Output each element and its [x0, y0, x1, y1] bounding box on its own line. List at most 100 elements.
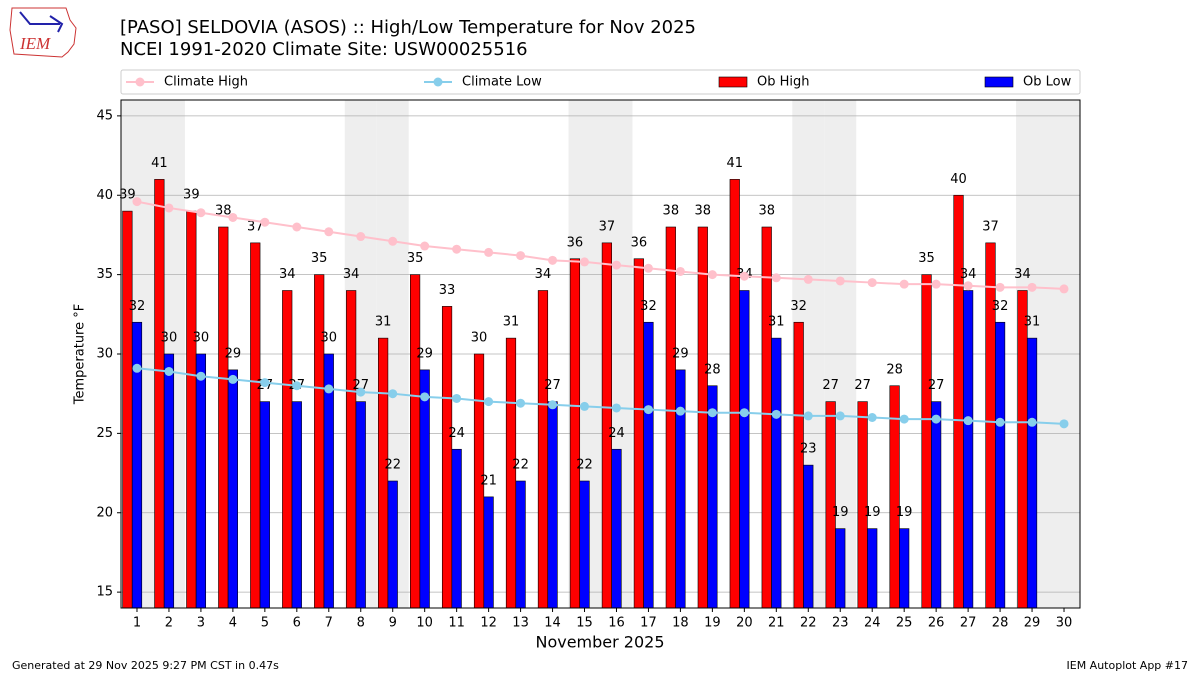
line-marker [611, 260, 621, 270]
bar [994, 321, 1006, 609]
line-marker [771, 273, 781, 283]
data-label: 22 [384, 458, 401, 473]
line-marker [548, 400, 558, 410]
line-marker [388, 236, 398, 246]
bar [611, 448, 622, 609]
data-label: 19 [896, 505, 913, 520]
line-marker [611, 403, 621, 413]
x-tick-label: 24 [864, 616, 881, 631]
line-marker [707, 408, 717, 418]
data-label: 33 [439, 283, 456, 298]
bar [505, 337, 517, 609]
data-label: 27 [854, 378, 871, 393]
x-tick-label: 5 [261, 616, 269, 631]
x-tick-label: 4 [229, 616, 237, 631]
data-label: 31 [1024, 315, 1041, 330]
data-label: 27 [928, 378, 945, 393]
x-tick-label: 7 [325, 616, 333, 631]
logo-text: IEM [19, 34, 51, 53]
data-label: 38 [695, 204, 712, 219]
data-label: 38 [758, 204, 775, 219]
data-label: 32 [640, 299, 657, 314]
line-marker [835, 411, 845, 421]
x-tick-label: 28 [992, 616, 1009, 631]
line-marker [835, 276, 845, 286]
data-label: 21 [480, 473, 497, 488]
bar [793, 321, 804, 609]
data-label: 40 [950, 172, 967, 187]
data-label: 27 [544, 378, 561, 393]
x-tick-label: 22 [800, 616, 817, 631]
line-marker [356, 387, 366, 397]
line-marker [132, 197, 142, 207]
data-label: 37 [599, 219, 616, 234]
x-tick-label: 14 [544, 616, 561, 631]
data-label: 28 [886, 362, 903, 377]
x-tick-label: 29 [1024, 616, 1041, 631]
line-marker [292, 222, 302, 232]
legend-swatch [135, 77, 145, 87]
bar [483, 496, 494, 609]
y-tick-label: 20 [96, 505, 113, 520]
y-axis-label: Temperature °F [73, 304, 88, 405]
bar [259, 401, 270, 609]
data-label: 29 [225, 346, 242, 361]
line-marker [164, 366, 174, 376]
bar [985, 242, 996, 609]
bar [291, 401, 302, 609]
bar [250, 242, 261, 609]
x-tick-label: 1 [133, 616, 141, 631]
line-marker [803, 411, 813, 421]
line-marker [324, 227, 334, 237]
line [136, 367, 1065, 425]
bar [409, 274, 421, 609]
y-tick-label: 45 [96, 108, 113, 123]
bar [227, 369, 238, 609]
bar [419, 369, 430, 609]
line-marker [931, 414, 941, 424]
line-marker [995, 282, 1005, 292]
data-label: 19 [832, 505, 849, 520]
data-label: 36 [631, 235, 648, 250]
line-marker [484, 397, 494, 407]
line-marker [196, 208, 206, 218]
x-tick-label: 15 [576, 616, 593, 631]
x-tick-label: 21 [768, 616, 785, 631]
data-label: 30 [471, 331, 488, 346]
data-label: 34 [535, 267, 552, 282]
footer-left: Generated at 29 Nov 2025 9:27 PM CST in … [12, 659, 279, 672]
line-marker [292, 381, 302, 391]
data-label: 32 [992, 299, 1009, 314]
line-marker [228, 212, 238, 222]
line-marker [260, 378, 270, 388]
data-label: 30 [321, 331, 338, 346]
data-label: 34 [1014, 267, 1031, 282]
line-marker [356, 232, 366, 242]
bar [547, 401, 558, 609]
bar [675, 369, 686, 609]
x-tick-label: 26 [928, 616, 945, 631]
line-marker [739, 271, 749, 281]
line-marker [516, 251, 526, 261]
bar [1026, 337, 1038, 609]
data-label: 35 [407, 251, 424, 266]
line-marker [132, 363, 142, 373]
bar [953, 194, 964, 609]
data-label: 41 [151, 156, 168, 171]
legend-label: Ob Low [1023, 75, 1072, 90]
bar [579, 480, 590, 609]
line-marker [739, 408, 749, 418]
line-marker [548, 255, 558, 265]
data-label: 38 [663, 204, 680, 219]
line-marker [899, 414, 909, 424]
data-label: 34 [343, 267, 360, 282]
line-marker [1027, 282, 1037, 292]
bar [835, 528, 846, 609]
x-tick-label: 9 [389, 616, 397, 631]
bar [218, 226, 229, 609]
legend-swatch [433, 77, 443, 87]
data-label: 29 [416, 346, 433, 361]
line-marker [260, 217, 270, 227]
data-label: 31 [503, 315, 520, 330]
bar [515, 480, 526, 609]
